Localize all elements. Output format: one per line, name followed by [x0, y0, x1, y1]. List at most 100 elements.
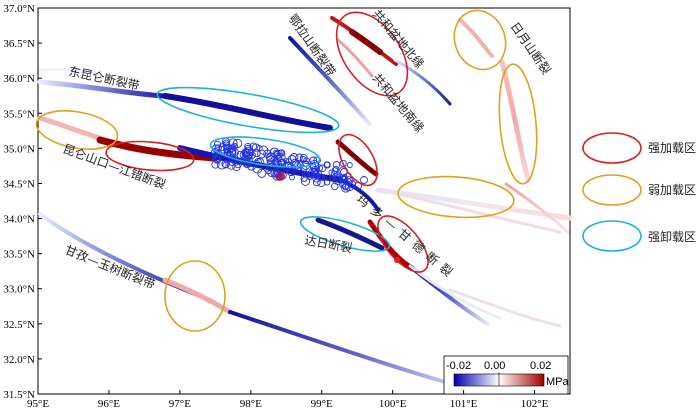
aftershock-marker — [330, 182, 339, 191]
fault-east-a — [504, 182, 570, 234]
aftershock-marker — [360, 176, 368, 184]
colorbar-unit: MPa — [546, 376, 570, 388]
y-tick-label: 34.5°N — [3, 178, 35, 190]
y-tick-label: 34.0°N — [3, 214, 35, 226]
y-tick-label: 32.0°N — [3, 354, 35, 366]
strong-unloading-ellipse-2 — [209, 136, 321, 168]
aftershock-marker — [346, 162, 353, 168]
fault-dari — [315, 217, 385, 251]
colorbar-min-label: -0.02 — [446, 360, 471, 372]
weak-loading-ellipse-4 — [453, 9, 507, 71]
aftershock-marker — [246, 161, 257, 171]
aftershock-marker — [227, 144, 235, 153]
y-axis: 37.0°N 36.5°N 36.0°N 35.5°N 35.0°N 34.5°N 34.0… — [3, 3, 42, 401]
strong-loading-ellipse-3 — [338, 133, 378, 187]
plot-area — [37, 7, 571, 395]
aftershock-marker — [243, 148, 254, 159]
aftershock-marker — [213, 156, 222, 164]
y-tick-label: 35.5°N — [3, 108, 35, 120]
fault-gonghe-north-dark — [349, 29, 383, 55]
zone-ellipses — [35, 9, 538, 332]
fault-riyueshan — [499, 59, 531, 183]
fault-gonghe-south — [336, 38, 374, 78]
fault-northwest — [38, 67, 102, 76]
fault-ganzi-red — [162, 277, 233, 315]
y-tick-label: 36.0°N — [3, 73, 35, 85]
y-tick-label: 36.5°N — [3, 38, 35, 50]
aftershock-marker — [301, 171, 308, 178]
aftershock-marker — [289, 153, 299, 162]
fault-maduo-segment — [335, 139, 379, 177]
aftershock-marker — [318, 164, 327, 173]
strong-loading-ellipse-1 — [335, 11, 409, 97]
legend-strong-loading-swatch — [582, 132, 642, 164]
aftershock-marker — [265, 167, 272, 175]
aftershock-marker — [277, 153, 286, 162]
aftershock-marker — [211, 160, 220, 169]
fault-east-c — [408, 264, 502, 320]
aftershock-marker — [339, 159, 347, 167]
aftershock-marker — [323, 178, 331, 186]
aftershock-marker — [329, 175, 336, 182]
x-tick-label: 101°E — [450, 398, 478, 410]
aftershock-marker — [332, 175, 342, 185]
y-tick-label: 33.5°N — [3, 249, 35, 261]
y-tick-label: 37.0°N — [3, 3, 35, 15]
aftershock-marker — [274, 170, 281, 177]
legend-strong-unloading-swatch — [582, 220, 642, 252]
y-tick-label: 31.5°N — [3, 389, 35, 401]
aftershock-marker — [216, 159, 227, 170]
fault-maduo-ext2 — [376, 188, 562, 234]
fault-elashan — [288, 36, 372, 126]
aftershock-marker — [256, 158, 265, 167]
aftershock-cluster — [211, 137, 368, 193]
fault-east-b — [448, 288, 562, 328]
fault-kunlunshankou-red — [96, 136, 219, 162]
aftershock-marker — [257, 149, 267, 159]
y-tick-label: 35.0°N — [3, 143, 35, 155]
strong-unloading-ellipse-3 — [299, 216, 391, 252]
aftershock-marker — [295, 153, 303, 162]
aftershock-marker — [289, 174, 295, 181]
x-tick-label: 100°E — [379, 398, 407, 410]
aftershock-marker — [342, 183, 350, 191]
aftershock-marker — [348, 180, 356, 188]
legend: 强加载区 弱加载区 强卸载区 — [582, 132, 696, 252]
x-tick-label: 98°E — [240, 398, 262, 410]
weak-loading-ellipse-1 — [35, 110, 119, 150]
fault-kunlunshankou-west — [37, 115, 103, 141]
aftershock-marker — [228, 154, 236, 162]
weak-loading-ellipse-2 — [164, 260, 226, 332]
x-tick-label: 97°E — [169, 398, 191, 410]
colorbar-mid-label: 0.00 — [484, 360, 505, 372]
aftershock-marker — [311, 167, 320, 176]
aftershock-marker — [248, 151, 256, 159]
aftershock-marker — [340, 179, 351, 190]
y-tick-label: 32.5°N — [3, 319, 35, 331]
legend-strong-loading-label: 强加载区 — [648, 141, 696, 155]
aftershock-marker — [296, 161, 304, 169]
aftershock-marker — [331, 167, 339, 175]
aftershock-marker — [211, 147, 219, 156]
aftershock-marker — [222, 161, 230, 169]
x-tick-label: 96°E — [98, 398, 120, 410]
aftershock-marker — [249, 142, 258, 151]
colorbar: -0.02 0.00 0.02 MPa — [443, 355, 570, 395]
aftershock-marker — [316, 173, 324, 181]
aftershock-marker — [273, 152, 283, 163]
aftershock-marker — [266, 155, 276, 165]
strong-unloading-ellipse-1 — [156, 86, 340, 134]
aftershock-marker — [254, 158, 262, 166]
strong-loading-ellipse-4 — [377, 215, 429, 273]
aftershock-marker — [242, 151, 249, 158]
x-axis: 95°E 96°E 97°E 98°E 99°E 100°E 101°E 102°E — [27, 390, 549, 410]
aftershock-marker — [212, 152, 219, 159]
fault-traces — [37, 16, 573, 394]
x-tick-label: 95°E — [27, 398, 49, 410]
aftershock-marker — [333, 165, 339, 172]
legend-weak-loading-label: 弱加载区 — [648, 183, 696, 197]
colorbar-max-label: 0.02 — [530, 360, 551, 372]
fault-kunlunshankou-blue — [177, 145, 343, 183]
x-tick-label: 102°E — [521, 398, 549, 410]
